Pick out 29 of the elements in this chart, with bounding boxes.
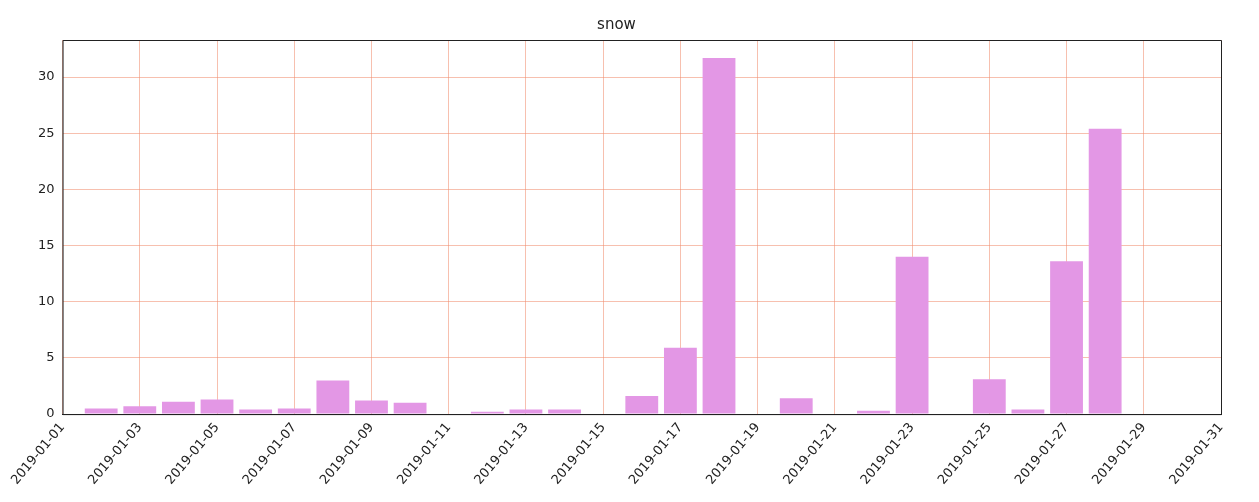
bar — [663, 347, 697, 414]
bar — [1011, 409, 1045, 414]
bar — [972, 379, 1006, 414]
y-tick-label: 15 — [38, 236, 55, 252]
chart-title: snow — [597, 14, 636, 33]
bar — [84, 408, 118, 414]
bar — [200, 399, 234, 414]
bar — [702, 57, 736, 414]
bar — [779, 398, 813, 414]
bar — [625, 396, 659, 414]
bar — [895, 256, 929, 414]
bar — [162, 401, 195, 414]
y-tick-label: 30 — [38, 68, 55, 84]
bar — [277, 408, 311, 414]
bar — [393, 402, 427, 414]
bar — [123, 406, 157, 414]
bar — [355, 400, 388, 414]
y-tick-label: 0 — [46, 405, 55, 421]
bar — [857, 410, 890, 414]
bar — [509, 409, 543, 414]
bar — [316, 380, 350, 414]
bar — [1050, 261, 1083, 414]
bar — [548, 409, 581, 414]
bar — [239, 409, 273, 414]
y-tick-label: 10 — [38, 293, 55, 309]
y-tick-label: 5 — [46, 349, 55, 365]
y-tick-label: 20 — [38, 180, 55, 196]
y-tick-label: 25 — [38, 124, 55, 140]
bar — [1088, 128, 1122, 414]
